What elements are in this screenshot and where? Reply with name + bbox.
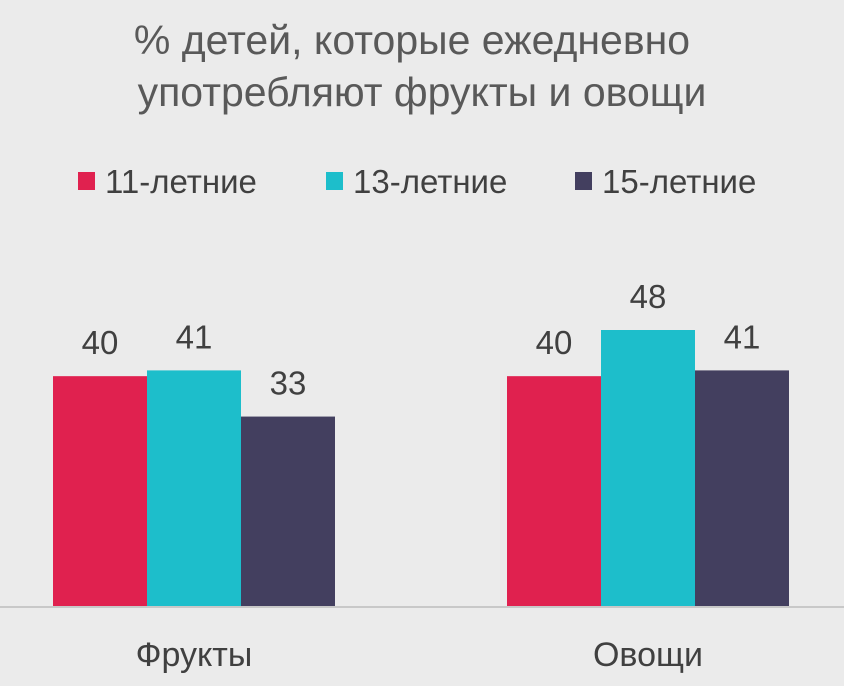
category-labels-group: Фрукты Овощи — [136, 636, 703, 674]
bar-2-3 — [695, 370, 789, 607]
legend-label-1: 11-летние — [105, 163, 257, 200]
legend: 11-летние 13-летние 15-летние — [78, 163, 756, 200]
chart-title: % детей, которые ежедневно употребляют ф… — [134, 17, 706, 115]
value-label-2-1: 40 — [536, 324, 573, 361]
value-label-1-2: 41 — [176, 318, 213, 355]
bars-group — [53, 330, 789, 607]
value-label-1-1: 40 — [82, 324, 119, 361]
legend-item-1: 11-летние — [78, 163, 257, 200]
value-label-2-2: 48 — [630, 278, 667, 315]
chart-title-line-1: % детей, которые ежедневно — [134, 17, 690, 63]
legend-item-2: 13-летние — [326, 163, 507, 200]
bar-2-2 — [601, 330, 695, 607]
bar-1-1 — [53, 376, 147, 607]
bar-1-3 — [241, 416, 335, 607]
legend-swatch-3 — [575, 172, 592, 190]
chart-title-line-2: употребляют фрукты и овощи — [138, 69, 707, 115]
value-labels-group: 40 41 33 40 48 41 — [82, 278, 761, 402]
legend-item-3: 15-летние — [575, 163, 756, 200]
legend-swatch-2 — [326, 172, 343, 190]
value-label-2-3: 41 — [724, 318, 761, 355]
category-label-1: Фрукты — [136, 636, 253, 674]
legend-label-3: 15-летние — [602, 163, 756, 200]
value-label-1-3: 33 — [270, 365, 307, 402]
category-label-2: Овощи — [593, 636, 703, 674]
bar-1-2 — [147, 370, 241, 607]
bar-2-1 — [507, 376, 601, 607]
legend-label-2: 13-летние — [353, 163, 507, 200]
legend-swatch-1 — [78, 172, 95, 190]
